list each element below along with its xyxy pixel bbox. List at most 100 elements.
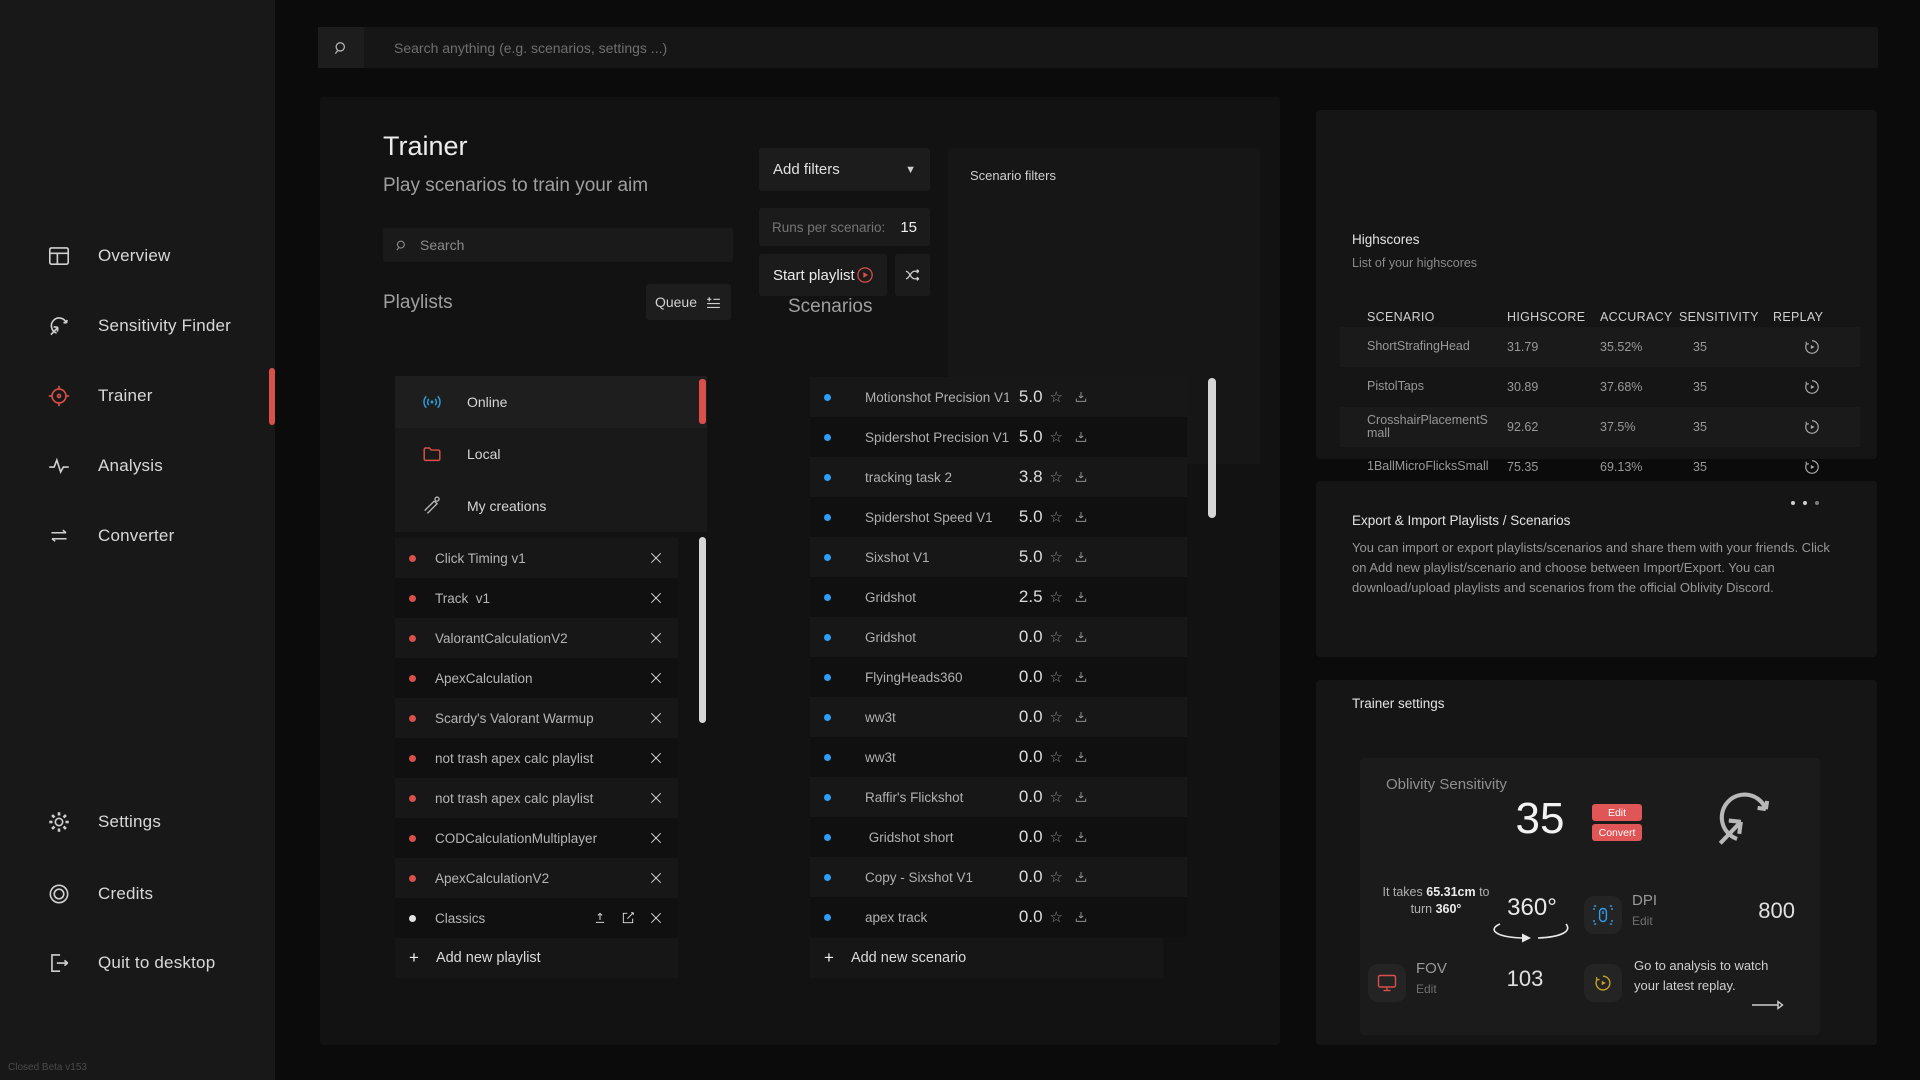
replay-icon[interactable] xyxy=(1802,457,1822,477)
tab-my-creations[interactable]: My creations xyxy=(395,480,707,532)
edit-sensitivity-button[interactable]: Edit xyxy=(1592,804,1642,821)
remove-playlist-icon[interactable] xyxy=(648,550,664,566)
playlists-scrollbar-thumb[interactable] xyxy=(699,537,706,723)
shuffle-button[interactable] xyxy=(895,254,930,296)
star-icon[interactable]: ☆ xyxy=(1049,469,1063,486)
star-icon[interactable]: ☆ xyxy=(1049,909,1063,926)
scenario-row[interactable]: tracking task 2 3.8 ☆ xyxy=(810,457,1187,497)
sidebar-item-trainer[interactable]: Trainer xyxy=(0,376,275,416)
scenario-row[interactable]: ww3t 0.0 ☆ xyxy=(810,737,1187,777)
scenario-row[interactable]: Raffir's Flickshot 0.0 ☆ xyxy=(810,777,1187,817)
playlist-row[interactable]: Track v1 xyxy=(395,578,678,618)
scenario-row[interactable]: Copy - Sixshot V1 0.0 ☆ xyxy=(810,857,1187,897)
scenario-row[interactable]: Motionshot Precision V1 5.0 ☆ xyxy=(810,377,1187,417)
more-options-icon[interactable] xyxy=(1791,501,1819,505)
scenario-row[interactable]: Gridshot short 0.0 ☆ xyxy=(810,817,1187,857)
scenario-row[interactable]: Spidershot Precision V1 5.0 ☆ xyxy=(810,417,1187,457)
star-icon[interactable]: ☆ xyxy=(1049,789,1063,806)
star-icon[interactable]: ☆ xyxy=(1049,869,1063,886)
star-icon[interactable]: ☆ xyxy=(1049,429,1063,446)
download-icon[interactable] xyxy=(1073,549,1089,565)
download-icon[interactable] xyxy=(1073,469,1089,485)
runs-value[interactable]: 15 xyxy=(900,218,917,236)
remove-playlist-icon[interactable] xyxy=(648,670,664,686)
latest-replay-icon[interactable] xyxy=(1584,964,1622,1002)
star-icon[interactable]: ☆ xyxy=(1049,629,1063,646)
arrow-right-icon[interactable] xyxy=(1750,998,1784,1012)
playlist-row[interactable]: not trash apex calc playlist xyxy=(395,778,678,818)
star-icon[interactable]: ☆ xyxy=(1049,389,1063,406)
download-icon[interactable] xyxy=(1073,709,1089,725)
global-search-input[interactable] xyxy=(364,38,1878,57)
playlist-row[interactable]: Click Timing v1 xyxy=(395,538,678,578)
star-icon[interactable]: ☆ xyxy=(1049,669,1063,686)
remove-playlist-icon[interactable] xyxy=(648,870,664,886)
scenario-row[interactable]: Spidershot Speed V1 5.0 ☆ xyxy=(810,497,1187,537)
scenarios-scrollbar-thumb[interactable] xyxy=(1208,378,1216,518)
sidebar-item-settings[interactable]: Settings xyxy=(0,802,275,842)
runs-per-scenario-field[interactable]: Runs per scenario: 15 xyxy=(759,208,930,246)
sidebar-item-credits[interactable]: Credits xyxy=(0,874,275,914)
add-scenario-button[interactable]: + Add new scenario xyxy=(810,938,1163,978)
scenario-row[interactable]: apex track 0.0 ☆ xyxy=(810,897,1187,937)
replay-icon[interactable] xyxy=(1802,377,1822,397)
tab-local[interactable]: Local xyxy=(395,428,707,480)
scenario-row[interactable]: Gridshot 0.0 ☆ xyxy=(810,617,1187,657)
remove-playlist-icon[interactable] xyxy=(648,590,664,606)
playlist-row[interactable]: ApexCalculationV2 xyxy=(395,858,678,898)
playlist-row[interactable]: ValorantCalculationV2 xyxy=(395,618,678,658)
download-icon[interactable] xyxy=(1073,589,1089,605)
fov-edit-link[interactable]: Edit xyxy=(1416,982,1437,996)
remove-playlist-icon[interactable] xyxy=(648,630,664,646)
tabs-scrollbar-thumb[interactable] xyxy=(699,379,706,424)
start-playlist-button[interactable]: Start playlist xyxy=(759,254,887,296)
download-icon[interactable] xyxy=(1073,829,1089,845)
star-icon[interactable]: ☆ xyxy=(1049,829,1063,846)
tab-online[interactable]: Online xyxy=(395,376,707,428)
queue-button[interactable]: Queue xyxy=(646,284,731,320)
download-icon[interactable] xyxy=(1073,909,1089,925)
playlist-row[interactable]: not trash apex calc playlist xyxy=(395,738,678,778)
star-icon[interactable]: ☆ xyxy=(1049,589,1063,606)
star-icon[interactable]: ☆ xyxy=(1049,709,1063,726)
scenario-row[interactable]: FlyingHeads360 0.0 ☆ xyxy=(810,657,1187,697)
playlist-row[interactable]: Scardy's Valorant Warmup xyxy=(395,698,678,738)
sidebar-item-sensitivity-finder[interactable]: Sensitivity Finder xyxy=(0,306,275,346)
replay-icon[interactable] xyxy=(1802,337,1822,357)
download-icon[interactable] xyxy=(1073,429,1089,445)
scenario-row[interactable]: ww3t 0.0 ☆ xyxy=(810,697,1187,737)
star-icon[interactable]: ☆ xyxy=(1049,549,1063,566)
scenario-row[interactable]: Gridshot 2.5 ☆ xyxy=(810,577,1187,617)
remove-playlist-icon[interactable] xyxy=(648,910,664,926)
upload-playlist-icon[interactable] xyxy=(592,910,608,926)
remove-playlist-icon[interactable] xyxy=(648,750,664,766)
remove-playlist-icon[interactable] xyxy=(648,830,664,846)
playlist-row[interactable]: CODCalculationMultiplayer xyxy=(395,818,678,858)
add-playlist-button[interactable]: + Add new playlist xyxy=(395,938,678,978)
dpi-edit-link[interactable]: Edit xyxy=(1632,914,1653,928)
scenario-row[interactable]: Sixshot V1 5.0 ☆ xyxy=(810,537,1187,577)
download-icon[interactable] xyxy=(1073,869,1089,885)
sidebar-item-converter[interactable]: Converter xyxy=(0,516,275,556)
sidebar-item-analysis[interactable]: Analysis xyxy=(0,446,275,486)
download-icon[interactable] xyxy=(1073,509,1089,525)
remove-playlist-icon[interactable] xyxy=(648,710,664,726)
star-icon[interactable]: ☆ xyxy=(1049,509,1063,526)
sidebar-item-quit[interactable]: Quit to desktop xyxy=(0,943,275,983)
download-icon[interactable] xyxy=(1073,749,1089,765)
star-icon[interactable]: ☆ xyxy=(1049,749,1063,766)
sidebar-item-overview[interactable]: Overview xyxy=(0,236,275,276)
download-icon[interactable] xyxy=(1073,389,1089,405)
download-icon[interactable] xyxy=(1073,669,1089,685)
playlist-row[interactable]: ApexCalculation xyxy=(395,658,678,698)
download-icon[interactable] xyxy=(1073,789,1089,805)
download-icon[interactable] xyxy=(1073,629,1089,645)
playlist-row-selected[interactable]: Classics xyxy=(395,898,678,938)
add-filters-dropdown[interactable]: Add filters ▼ xyxy=(759,148,930,191)
convert-sensitivity-button[interactable]: Convert xyxy=(1592,824,1642,841)
edit-playlist-icon[interactable] xyxy=(620,910,636,926)
replay-icon[interactable] xyxy=(1802,417,1822,437)
playlist-search-input[interactable] xyxy=(418,236,733,254)
remove-playlist-icon[interactable] xyxy=(648,790,664,806)
